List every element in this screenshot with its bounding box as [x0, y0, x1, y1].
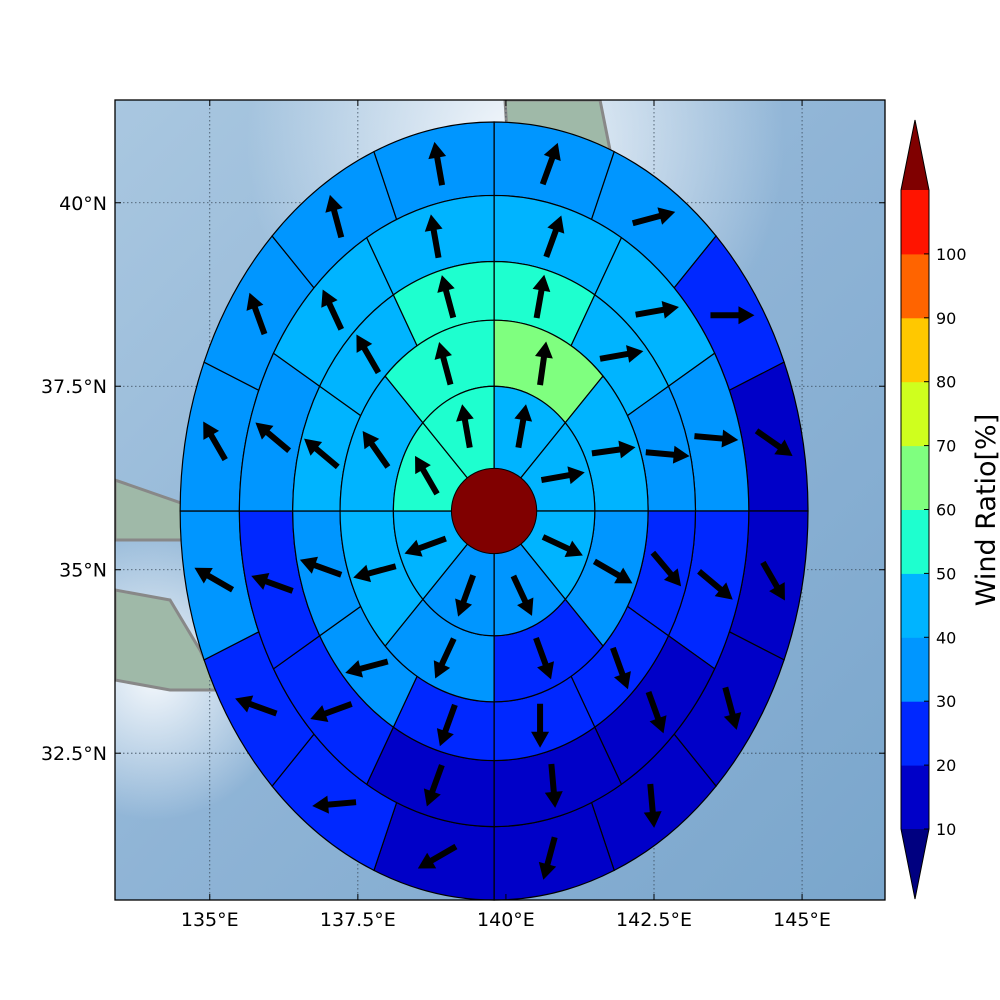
wind-arrow-ring3-4 [645, 690, 667, 734]
colorbar-extend-bottom [901, 829, 929, 899]
colorbar-bin-1 [901, 701, 929, 766]
wind-arrow-ring4-13 [246, 292, 268, 336]
colorbar-bin-2 [901, 637, 929, 702]
colorbar: 10 20 30 40 50 60 70 80 90 100 Wind Ratio[%] [900, 119, 1000, 900]
wind-arrow-ring4-15 [428, 141, 447, 186]
colorbar-tick-7: 80 [936, 373, 956, 392]
wind-arrow-ring3-1 [635, 300, 679, 319]
x-tick-label-3: 142.5°E [616, 909, 692, 931]
colorbar-tick-2: 30 [936, 692, 956, 711]
wind-arrow-ring0-4 [455, 574, 476, 617]
colorbar-tick-9: 100 [936, 245, 967, 264]
colorbar-tick-1: 20 [936, 756, 956, 775]
wind-arrow-ring3-10 [321, 289, 345, 331]
x-axis-ticks: 135°E 137.5°E 140°E 142.5°E 145°E [181, 100, 831, 931]
colorbar-tick-8: 90 [936, 309, 956, 328]
wind-arrow-ring0-5 [404, 535, 447, 557]
x-tick-label-4: 145°E [773, 909, 831, 931]
wind-arrow-ring1-7 [434, 342, 454, 386]
wind-arrow-ring1-0 [535, 341, 553, 386]
wind-arrow-ring0-2 [541, 534, 583, 557]
wind-arrow-ring0-3 [510, 574, 534, 616]
wind-arrow-ring4-4 [760, 560, 785, 601]
wind-arrow-ring4-6 [643, 783, 662, 828]
colorbar-tick-5: 60 [936, 501, 956, 520]
wind-arrow-ring3-9 [255, 422, 292, 454]
wind-arrow-ring4-7 [538, 836, 558, 880]
colorbar-bin-8 [901, 253, 929, 319]
wind-arrow-ring4-14 [325, 194, 345, 239]
wind-arrow-ring1-4 [433, 637, 457, 679]
wind-arrow-ring2-0 [532, 274, 551, 319]
y-axis-ticks: 40°N 37.5°N 35°N 32.5°N [41, 193, 885, 765]
wind-arrow-ring2-11 [437, 275, 457, 319]
colorbar-tick-3: 40 [936, 628, 956, 647]
wind-arrow-ring1-1 [591, 440, 636, 459]
colorbar-extend-top [901, 120, 929, 190]
wind-arrow-ring1-3 [533, 636, 555, 680]
wind-arrow-ring1-2 [592, 558, 633, 584]
colorbar-label: Wind Ratio[%] [971, 414, 1000, 606]
colorbar-bin-5 [901, 445, 929, 510]
wind-arrow-ring4-8 [417, 843, 458, 869]
wind-arrow-ring3-3 [697, 568, 733, 600]
wind-arrow-ring3-8 [251, 572, 294, 594]
wind-arrow-ring2-4 [610, 646, 631, 690]
x-tick-label-0: 135°E [181, 909, 239, 931]
y-tick-label-0: 40°N [59, 193, 107, 215]
wind-arrow-ring2-9 [304, 438, 340, 470]
wind-arrow-ring0-0 [514, 404, 533, 449]
wind-arrow-ring4-3 [754, 428, 793, 457]
wind-arrow-ring2-6 [436, 703, 458, 747]
wind-arrow-ring0-6 [415, 455, 440, 496]
wind-arrow-ring1-6 [362, 430, 391, 469]
wind-arrow-ring3-2 [694, 429, 739, 448]
wind-arrow-ring4-0 [539, 142, 561, 186]
plot-frame [114, 99, 886, 901]
wind-arrow-ring4-1 [631, 207, 676, 227]
wind-arrow-ring2-10 [356, 334, 382, 375]
wind-arrow-ring4-12 [203, 421, 228, 462]
center-disc [450, 467, 538, 555]
wind-arrow-ring2-7 [345, 658, 389, 678]
colorbar-tick-6: 70 [936, 437, 956, 456]
wind-arrow-ring2-2 [645, 445, 690, 464]
wind-arrow-ring4-2 [710, 306, 755, 325]
wind-arrow-ring0-1 [540, 466, 585, 485]
colorbar-bin-4 [901, 509, 929, 574]
colorbar-tick-0: 10 [936, 820, 956, 839]
y-tick-label-1: 37.5°N [41, 376, 107, 398]
wind-arrow-ring3-11 [424, 214, 443, 259]
wind-arrow-ring2-8 [299, 556, 343, 578]
colorbar-bin-0 [901, 765, 929, 830]
wind-arrow-ring4-11 [194, 567, 235, 593]
colorbar-bin-7 [901, 317, 929, 383]
wind-arrow-ring4-5 [722, 686, 742, 730]
wind-arrow-ring4-10 [235, 695, 278, 717]
wind-arrow-ring3-7 [310, 701, 353, 723]
wind-arrow-ring2-1 [599, 345, 644, 363]
wind-arrow-ring3-6 [423, 764, 445, 807]
colorbar-tick-4: 50 [936, 564, 956, 583]
wind-arrow-ring2-5 [531, 703, 550, 748]
colorbar-bin-3 [901, 573, 929, 638]
wind-arrows [194, 141, 793, 880]
colorbar-bin-9 [901, 190, 929, 255]
wind-arrow-ring3-5 [544, 763, 563, 808]
wind-arrow-ring0-7 [456, 404, 474, 449]
colorbar-bin-6 [901, 381, 929, 447]
x-tick-label-2: 140°E [477, 909, 535, 931]
y-tick-label-2: 35°N [59, 560, 107, 582]
wind-arrow-ring3-0 [543, 215, 565, 258]
x-tick-label-1: 137.5°E [320, 909, 396, 931]
wind-arrow-ring2-3 [650, 550, 682, 587]
wind-arrow-ring1-5 [353, 563, 397, 583]
y-tick-label-3: 32.5°N [41, 743, 107, 765]
wind-arrow-ring4-9 [312, 795, 357, 814]
